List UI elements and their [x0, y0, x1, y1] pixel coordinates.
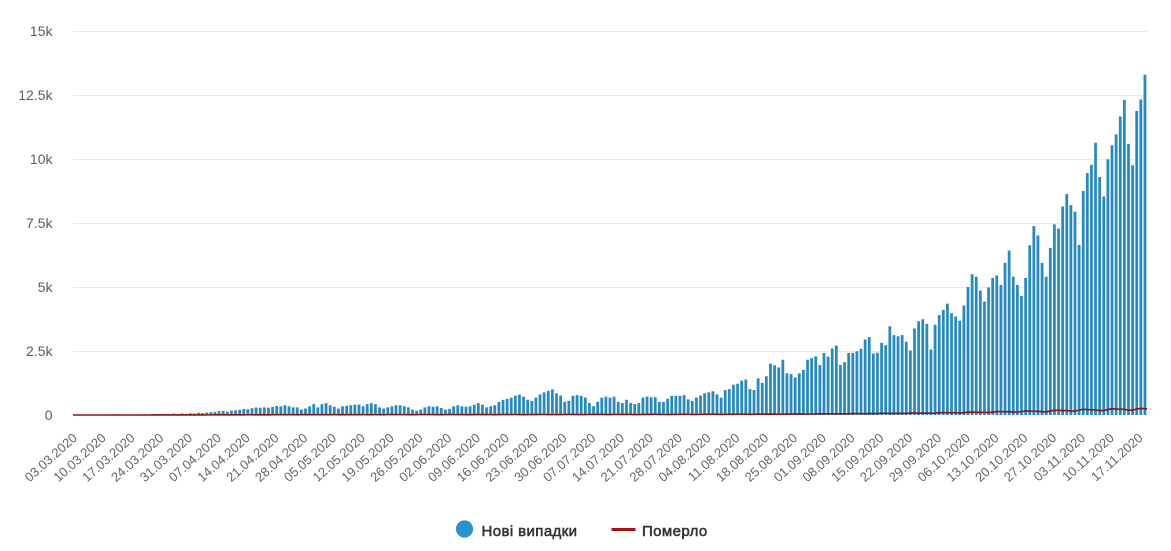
svg-text:2.5k: 2.5k: [26, 343, 53, 359]
svg-text:Померло: Померло: [642, 523, 708, 540]
svg-text:Нові випадки: Нові випадки: [482, 523, 578, 540]
svg-text:5k: 5k: [38, 279, 54, 295]
svg-text:0: 0: [45, 407, 53, 423]
svg-text:12.5k: 12.5k: [18, 87, 53, 103]
svg-text:15k: 15k: [30, 23, 54, 39]
svg-text:7.5k: 7.5k: [26, 215, 53, 231]
svg-text:10k: 10k: [30, 151, 54, 167]
